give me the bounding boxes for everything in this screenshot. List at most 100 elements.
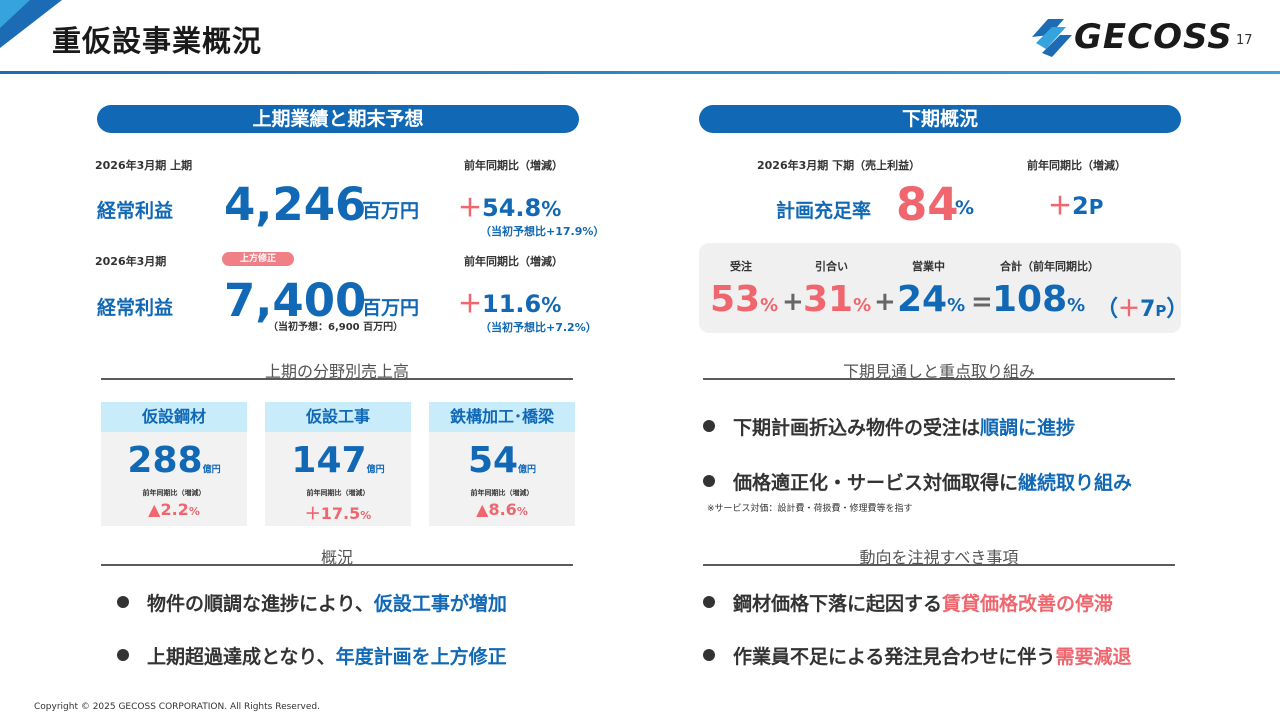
change-sign: ＋	[1048, 192, 1072, 220]
outlook-bullet-1: 下期計画折込み物件の受注は順調に進捗	[703, 413, 1075, 440]
breakdown-inquiries-value: 31	[803, 279, 854, 320]
segment-value: 147億円	[265, 440, 411, 481]
logo-mark-icon	[1032, 19, 1072, 57]
segment-name: 鉄構加工･橋梁	[429, 402, 575, 432]
segment-value-unit: 億円	[366, 465, 385, 475]
segment-card-construction: 仮設工事 147億円 前年同期比（増減） ＋17.5%	[265, 402, 411, 526]
segment-value-number: 54	[467, 440, 519, 481]
period-label-h1: 2026年3月期 上期	[95, 159, 193, 172]
segment-change-value: ▲8.6	[476, 500, 517, 519]
outlook-section-title: 下期見通しと重点取り組み	[842, 362, 1035, 381]
bullet-highlight: 賃貸価格改善の停滞	[942, 593, 1114, 615]
overview-section-divider	[101, 564, 573, 566]
bullet-highlight: 継続取り組み	[1018, 472, 1133, 494]
section-pill-first-half: 上期業績と期末予想	[97, 105, 579, 133]
segment-change-value: ＋17.5	[304, 504, 361, 523]
page-number: 17	[1236, 33, 1253, 48]
overview-bullet-1: 物件の順調な進捗により、仮設工事が増加	[117, 589, 507, 616]
bullet-text: 下期計画折込み物件の受注は	[733, 417, 981, 439]
segments-section-title: 上期の分野別売上高	[264, 362, 409, 381]
upward-revision-badge: 上方修正	[222, 252, 294, 266]
breakdown-total-change: （＋7P）	[1096, 291, 1188, 323]
change-unit: %	[541, 197, 562, 221]
plan-fulfillment-unit: %	[955, 197, 975, 219]
segment-yoy-label: 前年同期比（増減）	[470, 489, 534, 497]
change-value: 7	[1140, 297, 1156, 322]
corner-decoration	[0, 0, 62, 48]
segment-change-unit: %	[188, 505, 200, 518]
metric-label-h1: 経常利益	[97, 200, 174, 222]
unit-fy: 百万円	[362, 297, 420, 319]
yoy-label-fy: 前年同期比（増減）	[464, 255, 563, 268]
bullet-text: 作業員不足による発注見合わせに伴う	[733, 646, 1056, 668]
bullet-text: 上期超過達成となり、	[147, 646, 336, 668]
change-unit: %	[541, 293, 562, 317]
segment-name: 仮設鋼材	[101, 402, 247, 432]
breakdown-total: 108%	[992, 282, 1085, 318]
paren-close: ）	[1166, 297, 1189, 322]
segment-value: 54億円	[429, 440, 575, 481]
plus-sign-1: +	[782, 287, 804, 317]
plan-fulfillment-value: 84	[896, 178, 959, 231]
watch-section-title: 動向を注視すべき事項	[859, 548, 1019, 567]
overview-bullet-2: 上期超過達成となり、年度計画を上方修正	[117, 642, 507, 669]
segment-change: ▲8.6%	[429, 500, 575, 519]
breakdown-inquiries: 31%	[803, 282, 871, 318]
segments-section-divider	[101, 378, 573, 380]
bullet-text: 鋼材価格下落に起因する	[733, 593, 943, 615]
change-unit: P	[1088, 195, 1104, 219]
breakdown-total-value: 108	[992, 279, 1068, 320]
bullet-highlight: 仮設工事が増加	[373, 593, 507, 615]
vs-plan-fy: （当初予想比+7.2%）	[480, 321, 597, 334]
initial-forecast-fy: （当初予想：6,900 百万円）	[268, 322, 404, 333]
segment-card-steel: 仮設鋼材 288億円 前年同期比（増減） ▲2.2%	[101, 402, 247, 526]
outlook-section-divider	[703, 378, 1175, 380]
breakdown-unit: %	[853, 295, 872, 316]
outlook-bullet-2: 価格適正化・サービス対価取得に継続取り組み	[703, 468, 1132, 495]
segment-change: ▲2.2%	[101, 500, 247, 519]
bullet-highlight: 需要減退	[1055, 646, 1132, 668]
change-value: 11.6	[482, 290, 542, 318]
yoy-label-h2: 前年同期比（増減）	[1027, 159, 1126, 172]
breakdown-label-orders: 受注	[730, 260, 752, 273]
bullet-text: 物件の順調な進捗により、	[147, 593, 374, 615]
breakdown-label-sales: 営業中	[912, 260, 945, 273]
plan-fulfillment-yoy: ＋2P	[1048, 194, 1103, 218]
watch-bullet-1: 鋼材価格下落に起因する賃貸価格改善の停滞	[703, 589, 1113, 616]
change-sign: ＋	[458, 290, 482, 318]
watch-section-divider	[703, 564, 1175, 566]
segment-change-value: ▲2.2	[148, 500, 189, 519]
period-label-h2: 2026年3月期 下期（売上利益）	[757, 159, 921, 172]
ordinary-profit-fy-value: 7,400	[224, 274, 367, 327]
overview-section-title: 概況	[320, 548, 353, 567]
change-value: 2	[1072, 192, 1089, 220]
breakdown-label-total: 合計（前年同期比）	[1000, 260, 1099, 273]
change-sign: ＋	[1118, 297, 1141, 322]
breakdown-unit: %	[1067, 295, 1086, 316]
bullet-dot-icon	[703, 649, 715, 661]
watch-bullet-2: 作業員不足による発注見合わせに伴う需要減退	[703, 642, 1131, 669]
section-pill-second-half: 下期概況	[699, 105, 1181, 133]
change-sign: ＋	[458, 194, 482, 222]
bullet-highlight: 順調に進捗	[980, 417, 1076, 439]
segment-yoy-label: 前年同期比（増減）	[142, 489, 206, 497]
segment-value-unit: 億円	[202, 465, 221, 475]
logo-text: GECOSS	[1074, 17, 1233, 57]
breakdown-orders-value: 53	[710, 279, 761, 320]
yoy-label-h1: 前年同期比（増減）	[464, 159, 563, 172]
segment-value-number: 147	[291, 440, 367, 481]
period-label-fy: 2026年3月期	[95, 255, 167, 268]
bullet-dot-icon	[117, 596, 129, 608]
change-unit: P	[1155, 302, 1167, 320]
segment-value-unit: 億円	[518, 465, 537, 475]
breakdown-box	[699, 243, 1181, 333]
metric-label-fy: 経常利益	[97, 297, 174, 319]
yoy-change-fy: ＋11.6%	[458, 292, 561, 316]
ordinary-profit-h1-value: 4,246	[224, 178, 367, 231]
gecoss-logo: GECOSS	[1026, 13, 1232, 61]
segment-change-unit: %	[360, 509, 372, 522]
bullet-dot-icon	[703, 596, 715, 608]
plan-fulfillment-label: 計画充足率	[776, 200, 872, 222]
segment-card-steel-structure: 鉄構加工･橋梁 54億円 前年同期比（増減） ▲8.6%	[429, 402, 575, 526]
breakdown-sales-value: 24	[897, 279, 948, 320]
